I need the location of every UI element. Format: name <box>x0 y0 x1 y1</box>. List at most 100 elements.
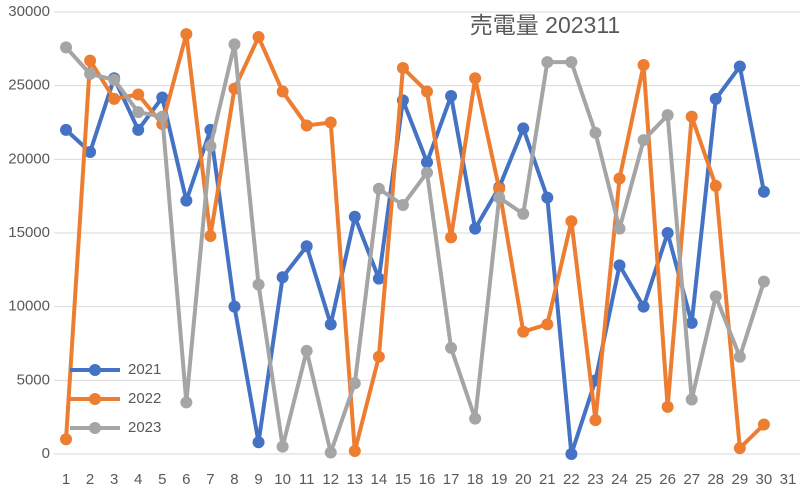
data-point <box>733 60 746 73</box>
data-point <box>228 38 241 51</box>
data-point <box>348 445 361 458</box>
data-point <box>709 290 722 303</box>
data-point <box>445 341 458 354</box>
x-tick-label: 17 <box>443 471 460 488</box>
data-point <box>541 56 554 69</box>
data-point <box>204 229 217 242</box>
y-tick-label: 0 <box>42 445 50 462</box>
data-point <box>84 54 97 67</box>
data-point <box>372 350 385 363</box>
data-point <box>613 172 626 185</box>
data-point <box>445 89 458 102</box>
series-line <box>64 64 766 456</box>
data-point <box>541 318 554 331</box>
data-point <box>252 31 265 44</box>
y-tick-label: 20000 <box>8 150 50 167</box>
x-tick-label: 8 <box>230 471 238 488</box>
data-point <box>372 272 385 285</box>
data-point <box>517 207 530 220</box>
data-point <box>685 316 698 329</box>
legend-marker <box>89 393 101 405</box>
data-point <box>60 123 73 136</box>
legend-label: 2023 <box>128 419 161 436</box>
x-tick-label: 28 <box>707 471 724 488</box>
x-tick-label: 18 <box>467 471 484 488</box>
x-tick-label: 15 <box>395 471 412 488</box>
data-point <box>469 222 482 235</box>
data-point <box>733 350 746 363</box>
legend-marker <box>89 364 101 376</box>
data-point <box>348 377 361 390</box>
data-point <box>613 259 626 272</box>
data-point <box>661 109 674 122</box>
data-point <box>421 85 433 98</box>
data-point <box>156 110 169 123</box>
x-tick-label: 9 <box>254 471 262 488</box>
data-point <box>613 222 626 235</box>
x-tick-label: 19 <box>491 471 508 488</box>
data-point <box>517 122 530 135</box>
x-tick-label: 22 <box>563 471 580 488</box>
data-point <box>757 418 770 431</box>
data-point <box>469 412 482 425</box>
data-point <box>733 442 746 455</box>
data-point <box>421 156 433 169</box>
data-point <box>132 123 145 136</box>
data-point <box>300 344 313 357</box>
data-point <box>685 393 698 406</box>
x-tick-label: 14 <box>371 471 388 488</box>
data-point <box>565 56 578 69</box>
x-tick-label: 20 <box>515 471 532 488</box>
x-tick-label: 10 <box>274 471 291 488</box>
legend-label: 2021 <box>128 361 161 378</box>
y-tick-label: 5000 <box>17 371 50 388</box>
data-point <box>276 271 289 284</box>
data-point <box>300 119 313 132</box>
data-point <box>252 436 265 449</box>
y-tick-label: 25000 <box>8 77 50 94</box>
x-tick-label: 1 <box>62 471 70 488</box>
legend-marker <box>89 422 101 434</box>
data-point <box>156 91 169 104</box>
data-point <box>589 414 602 427</box>
x-tick-label: 30 <box>756 471 773 488</box>
data-point <box>108 73 121 86</box>
data-point <box>445 231 458 244</box>
data-point <box>252 278 265 291</box>
x-tick-label: 13 <box>346 471 363 488</box>
x-tick-label: 29 <box>731 471 748 488</box>
x-tick-label: 25 <box>635 471 652 488</box>
data-point <box>589 126 602 139</box>
data-point <box>396 199 409 212</box>
x-tick-label: 16 <box>419 471 436 488</box>
data-point <box>276 440 289 453</box>
data-point <box>204 140 217 153</box>
data-point <box>324 446 337 459</box>
y-tick-label: 30000 <box>8 3 50 20</box>
x-tick-label: 31 <box>780 471 797 488</box>
data-point <box>132 106 145 119</box>
data-point <box>709 92 722 105</box>
data-point <box>60 433 73 446</box>
series-line <box>64 32 766 454</box>
data-point <box>348 210 361 223</box>
x-tick-label: 21 <box>539 471 556 488</box>
data-point <box>517 325 530 338</box>
chart-title: 売電量 202311 <box>470 12 620 38</box>
data-point <box>228 300 241 313</box>
y-tick-label: 10000 <box>8 298 50 315</box>
data-point <box>372 182 385 195</box>
data-point <box>637 300 650 313</box>
data-point <box>421 166 433 179</box>
data-point <box>108 92 121 105</box>
data-point <box>469 72 482 85</box>
x-tick-label: 5 <box>158 471 166 488</box>
data-point <box>637 59 650 72</box>
x-tick-label: 11 <box>299 471 315 488</box>
x-tick-label: 7 <box>206 471 214 488</box>
data-point <box>180 396 193 409</box>
data-point <box>324 116 337 129</box>
data-point <box>60 41 73 54</box>
data-point <box>132 88 145 101</box>
x-tick-label: 3 <box>110 471 118 488</box>
